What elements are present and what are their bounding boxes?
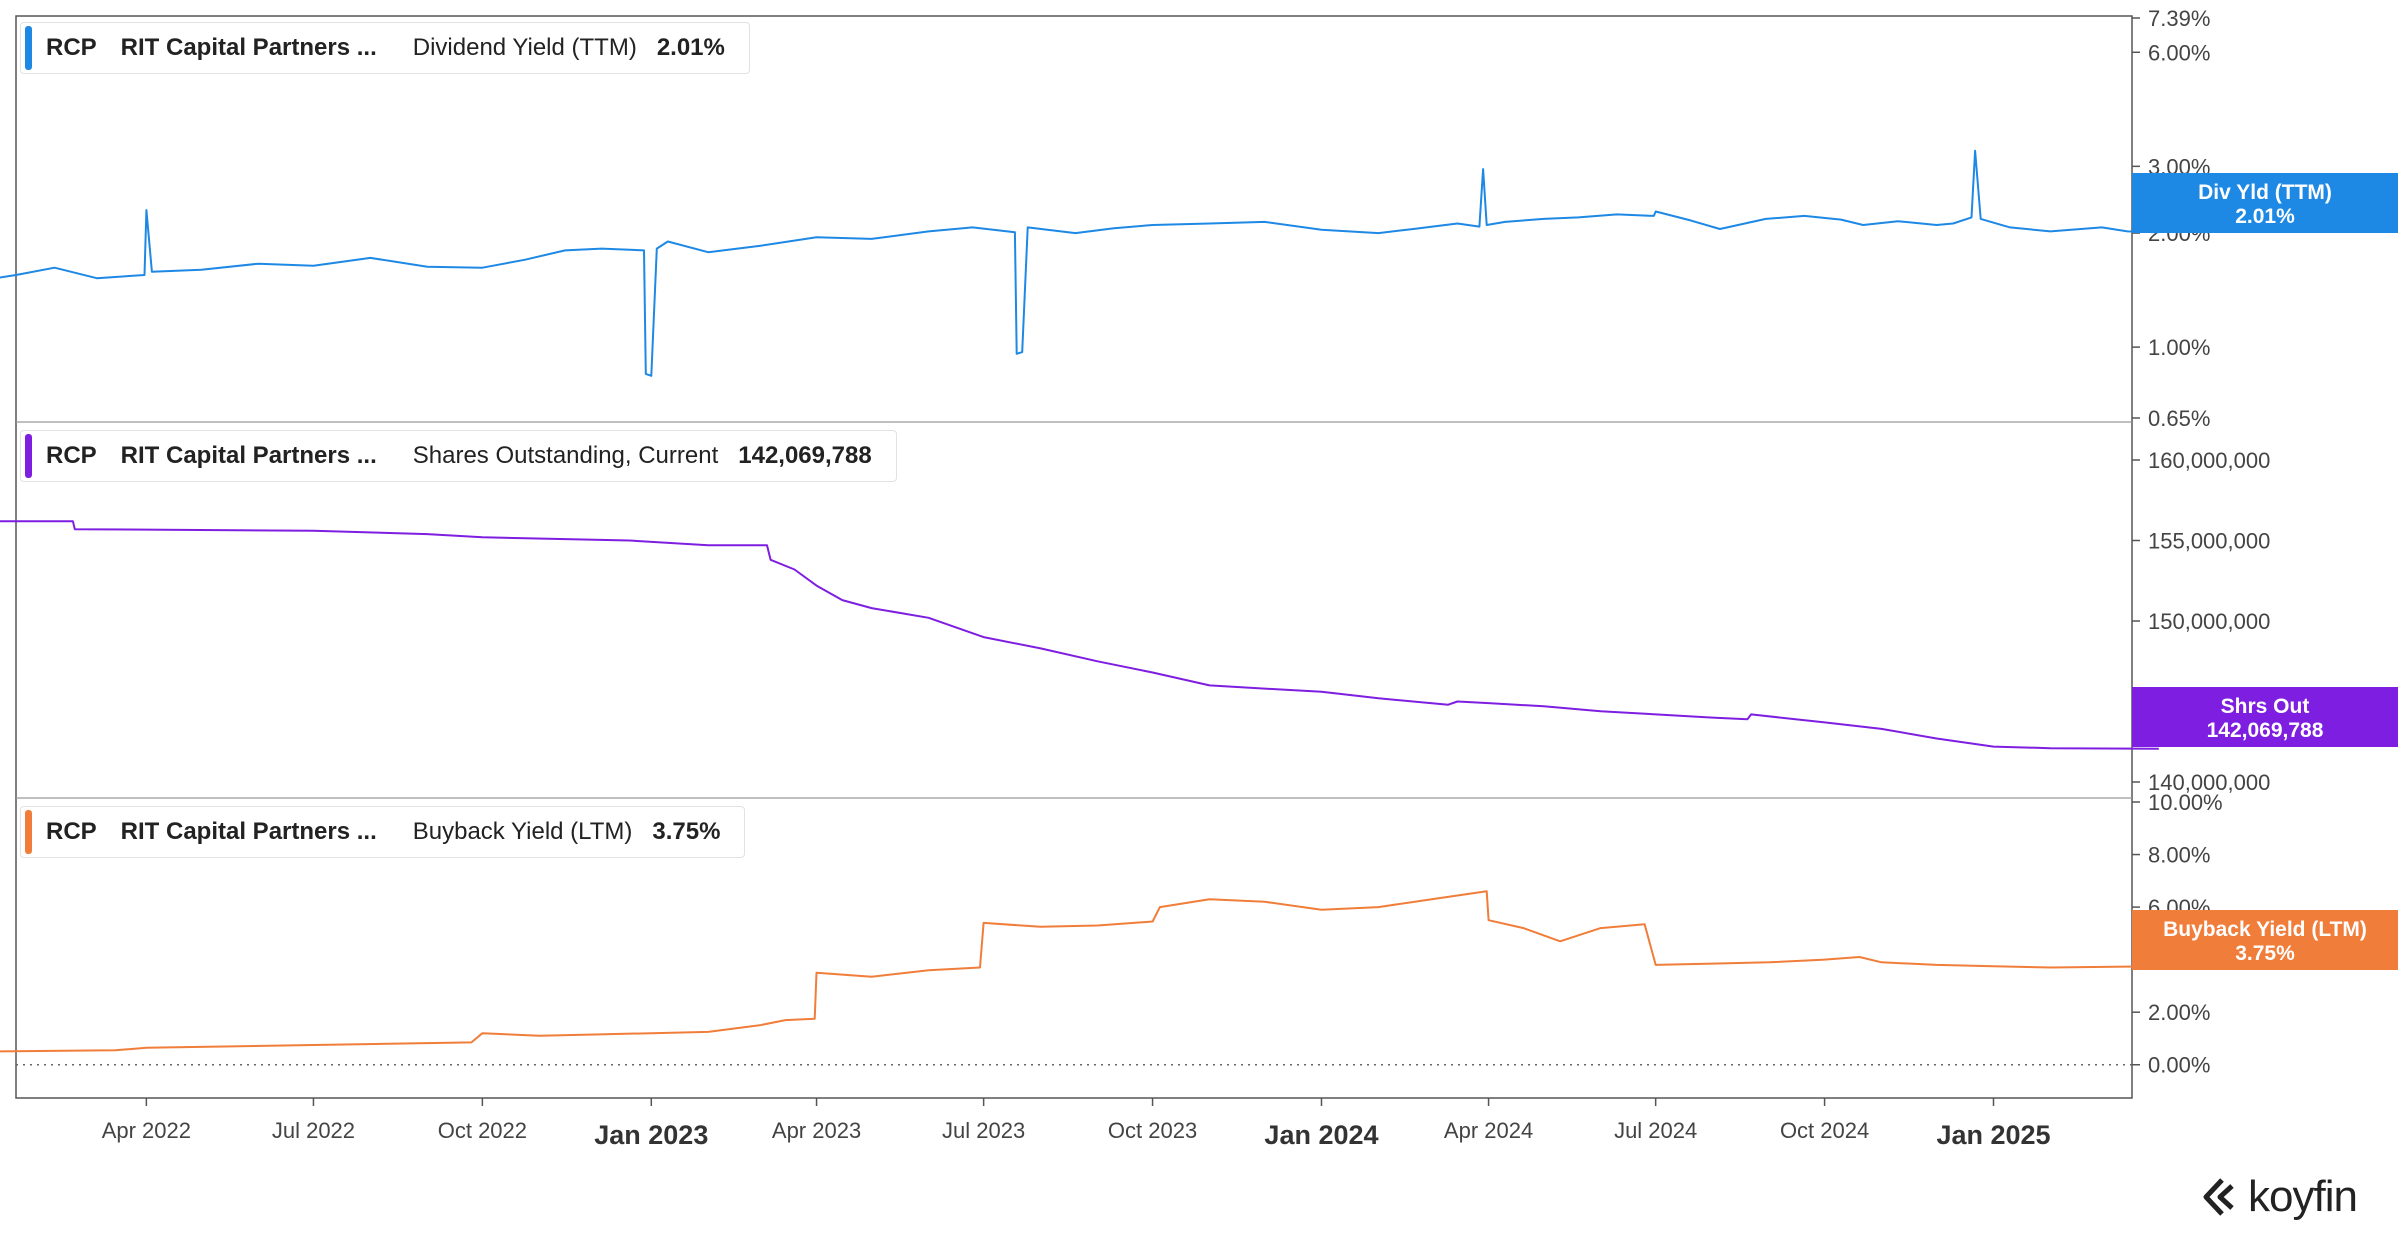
x-tick-label: Jan 2025: [1936, 1120, 2050, 1150]
y-tick-label: 150,000,000: [2148, 609, 2270, 634]
legend-value: 142,069,788: [738, 442, 872, 469]
legend-value: 3.75%: [652, 818, 721, 845]
y-tick-label: 0.65%: [2148, 406, 2210, 431]
legend-ticker: RCP: [46, 442, 97, 469]
y-tick-label: 8.00%: [2148, 843, 2210, 868]
x-tick-label: Jul 2022: [272, 1118, 355, 1143]
value-badge-value: 2.01%: [2235, 205, 2295, 228]
x-tick-label: Apr 2024: [1444, 1118, 1533, 1143]
series-line: [0, 520, 2159, 750]
legend-ticker: RCP: [46, 818, 97, 845]
legend-company: RIT Capital Partners ...: [120, 34, 377, 61]
legend-ticker: RCP: [46, 34, 97, 61]
y-tick-label: 1.00%: [2148, 335, 2210, 360]
value-badge-metric: Div Yld (TTM): [2198, 181, 2332, 204]
y-tick-label: 155,000,000: [2148, 529, 2270, 554]
x-tick-label: Oct 2022: [438, 1118, 527, 1143]
legend-company: RIT Capital Partners ...: [120, 442, 377, 469]
x-tick-label: Apr 2022: [102, 1118, 191, 1143]
y-tick-label: 10.00%: [2148, 790, 2223, 815]
value-badge: [2132, 687, 2398, 747]
legend-company: RIT Capital Partners ...: [120, 818, 377, 845]
legend-metric: Shares Outstanding, Current: [412, 442, 719, 469]
value-badge: [2132, 173, 2398, 233]
legend-value: 2.01%: [656, 34, 725, 61]
chart-frame: [15, 15, 2133, 1099]
y-tick-label: 160,000,000: [2148, 448, 2270, 473]
legend-buyback-yield[interactable]: RCP RIT Capital Partners ... Buyback Yie…: [20, 806, 746, 858]
legend-metric: Dividend Yield (TTM): [412, 34, 637, 61]
y-tick-label: 2.00%: [2148, 1000, 2210, 1025]
value-badge: [2132, 910, 2398, 970]
y-tick-label: 7.39%: [2148, 6, 2210, 31]
series-color-bar: [25, 26, 32, 70]
y-tick-label: 0.00%: [2148, 1053, 2210, 1078]
x-tick-label: Jan 2023: [594, 1120, 708, 1150]
x-tick-label: Jan 2024: [1264, 1120, 1378, 1150]
value-badge-metric: Shrs Out: [2221, 695, 2310, 718]
legend-shares-outstanding[interactable]: RCP RIT Capital Partners ... Shares Outs…: [20, 430, 897, 482]
y-tick-label: 140,000,000: [2148, 770, 2270, 795]
x-tick-label: Jul 2023: [942, 1118, 1025, 1143]
series-color-bar: [25, 434, 32, 478]
series-color-bar: [25, 810, 32, 854]
y-tick-label: 6.00%: [2148, 40, 2210, 65]
legend-dividend-yield[interactable]: RCP RIT Capital Partners ... Dividend Yi…: [20, 22, 750, 74]
series-line: [0, 890, 2159, 1053]
koyfin-wordmark: koyfin: [2248, 1172, 2358, 1221]
koyfin-mark-icon: [2203, 1178, 2234, 1216]
value-badge-value: 142,069,788: [2207, 719, 2324, 742]
x-tick-label: Jul 2024: [1614, 1118, 1697, 1143]
value-badge-metric: Buyback Yield (LTM): [2163, 918, 2367, 941]
koyfin-logo[interactable]: koyfin: [2200, 1172, 2358, 1222]
x-tick-label: Oct 2024: [1780, 1118, 1869, 1143]
legend-metric: Buyback Yield (LTM): [412, 818, 633, 845]
value-badge-value: 3.75%: [2235, 942, 2295, 965]
series-line: [0, 149, 2159, 377]
x-tick-label: Oct 2023: [1108, 1118, 1197, 1143]
x-tick-label: Apr 2023: [772, 1118, 861, 1143]
